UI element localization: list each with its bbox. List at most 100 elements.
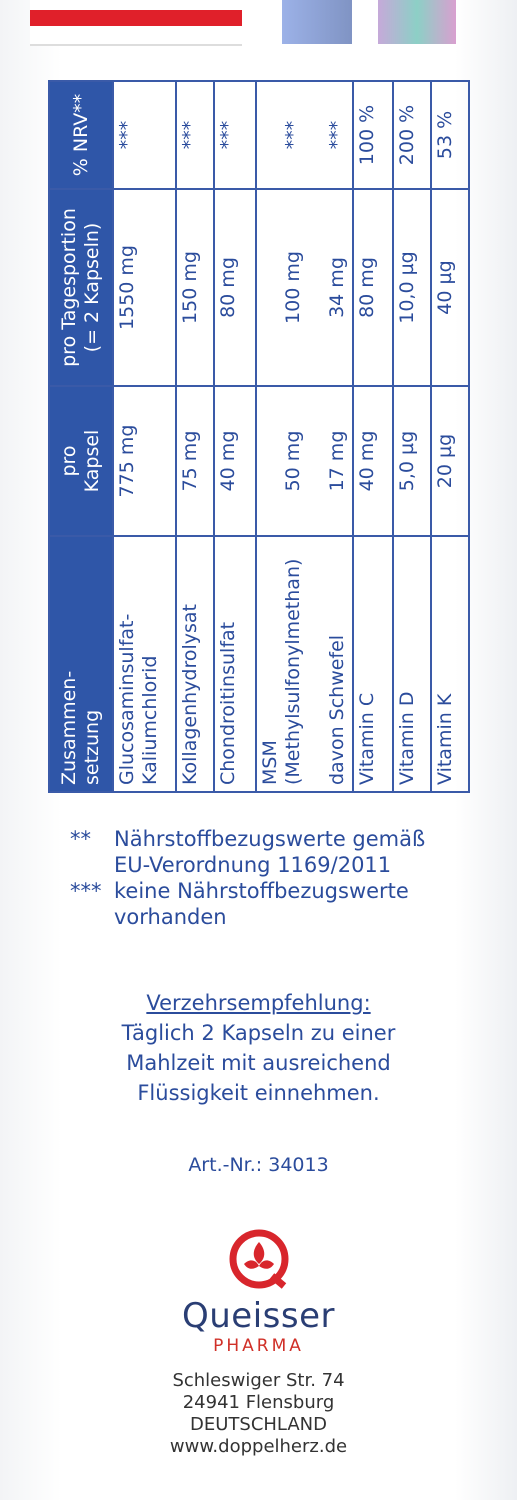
cell-line: 200 %: [396, 104, 418, 166]
cell-line: Vitamin D: [396, 691, 418, 785]
cell-line: (Methylsulfonylmethan): [282, 558, 304, 785]
cell-line: 100 mg: [282, 251, 304, 324]
table-cell: 53 %: [431, 81, 469, 189]
address-line: DEUTSCHLAND: [189, 1414, 327, 1435]
cell-line: 40 µg: [434, 260, 456, 315]
cell-line: 40 mg: [217, 430, 239, 492]
cell-line: Chondroitinsulfat: [217, 621, 239, 785]
cell-line: Glucosaminsulfat-: [116, 613, 138, 785]
recommendation: Verzehrsempfehlung: Täglich 2 Kapseln zu …: [0, 988, 517, 1108]
product-decor: [30, 0, 242, 46]
table-cell: ***: [176, 81, 214, 189]
cell-line: ***: [326, 120, 348, 150]
cell-line: setzung: [81, 709, 103, 785]
cell-line: Vitamin C: [356, 692, 378, 785]
table-cell: 5,0 µg: [393, 386, 431, 536]
address: Schleswiger Str. 74 24941 Flensburg DEUTSC…: [0, 1370, 517, 1458]
table-cell: 100 mg: [256, 189, 324, 386]
table-cell: 20 µg: [431, 386, 469, 536]
header-cell: Zusammen-setzung: [49, 536, 113, 792]
table-cell: 775 mg: [113, 386, 176, 536]
cell-line: 34 mg: [326, 257, 348, 318]
article-number: Art.-Nr.: 34013: [188, 1154, 329, 1176]
table-cell: 50 mg: [256, 386, 324, 536]
table-cell: 75 mg: [176, 386, 214, 536]
table-row: Vitamin C 40 mg 80 mg 100 %: [353, 81, 393, 792]
table-cell: 40 mg: [214, 386, 256, 536]
footnote-mark: ***: [70, 879, 102, 903]
cell-line: MSM: [259, 740, 281, 785]
table-cell: 34 mg: [324, 189, 353, 386]
brand-sub: PHARMA: [213, 1336, 304, 1356]
footnote-text: keine Nährstoffbezugswerte vorhanden: [114, 878, 409, 930]
cell-line: 80 mg: [217, 257, 239, 318]
cell-line: davon Schwefel: [326, 634, 348, 785]
cell-line: 80 mg: [356, 257, 378, 318]
header-cell: pro Tagesportion (= 2 Kapseln): [49, 189, 113, 386]
cell-line: [259, 88, 282, 182]
footnotes: ** Nährstoffbezugswerte gemäß EU-Verordnun…: [70, 826, 425, 930]
table-cell: davon Schwefel: [324, 536, 353, 792]
nutrition-table: Zusammen-setzung pro Kapsel pro Tagesportio…: [48, 80, 470, 793]
cell-line: 17 mg: [326, 430, 348, 492]
cell-line: 75 mg: [179, 430, 201, 492]
header-cell: pro Kapsel: [49, 386, 113, 536]
table-row: MSM (Methylsulfonylmethan) 50 mg 100 mg *…: [256, 81, 324, 792]
cell-line: 5,0 µg: [396, 430, 418, 492]
product-decor: [378, 0, 456, 44]
cell-line: (= 2 Kapseln): [81, 222, 103, 353]
table-cell: ***: [256, 81, 324, 189]
cell-line: 1550 mg: [116, 245, 138, 330]
table-row: Vitamin D 5,0 µg 10,0 µg 200 %: [393, 81, 431, 792]
table-row: Kollagenhydrolysat 75 mg 150 mg ***: [176, 81, 214, 792]
recommendation-title: Verzehrsempfehlung:: [146, 991, 371, 1015]
cell-line: ***: [179, 120, 201, 150]
cell-line: Kapsel: [81, 429, 103, 493]
cell-line: ***: [282, 120, 304, 150]
footnote: *** keine Nährstoffbezugswerte vorhanden: [70, 878, 425, 930]
cell-line: [259, 393, 282, 529]
recommendation-line: Täglich 2 Kapseln zu einer: [121, 1021, 396, 1045]
cell-line: 53 %: [434, 110, 456, 160]
brand-name: Queisser: [182, 1296, 335, 1336]
cell-line: 775 mg: [116, 424, 138, 498]
table-cell: Vitamin D: [393, 536, 431, 792]
nutrition-table-rotated: Zusammen-setzung pro Kapsel pro Tagesportio…: [48, 80, 470, 793]
address-line: www.doppelherz.de: [169, 1436, 348, 1457]
address-line: Schleswiger Str. 74: [172, 1370, 345, 1391]
table-cell: 150 mg: [176, 189, 214, 386]
header-cell: % NRV**: [49, 81, 113, 189]
recommendation-line: Mahlzeit mit ausreichend: [126, 1051, 391, 1075]
table-row: davon Schwefel 17 mg 34 mg ***: [324, 81, 353, 792]
table-cell: ***: [214, 81, 256, 189]
cell-line: pro: [58, 445, 80, 477]
table-cell: 40 mg: [353, 386, 393, 536]
table-cell: ***: [324, 81, 353, 189]
table-cell: Vitamin K: [431, 536, 469, 792]
table-cell: 200 %: [393, 81, 431, 189]
brand-logo: [229, 1229, 289, 1289]
cell-line: 20 µg: [434, 433, 456, 489]
cell-line: 150 mg: [179, 251, 201, 324]
cell-line: Zusammen-: [58, 670, 80, 785]
footnote-line: vorhanden: [114, 905, 227, 929]
cell-line: 10,0 µg: [396, 251, 418, 324]
footnote: ** Nährstoffbezugswerte gemäß EU-Verordnun…: [70, 826, 425, 878]
header-row: Zusammen-setzung pro Kapsel pro Tagesportio…: [49, 81, 113, 792]
footnote-text: Nährstoffbezugswerte gemäß EU-Verordnung …: [114, 826, 425, 878]
table-cell: 17 mg: [324, 386, 353, 536]
footnote-line: EU-Verordnung 1169/2011: [114, 853, 392, 877]
cell-line: Kaliumchlorid: [139, 655, 161, 785]
table-cell: Kollagenhydrolysat: [176, 536, 214, 792]
product-decor: [282, 0, 352, 44]
footnote-mark: **: [70, 827, 91, 851]
table-row: Glucosaminsulfat- Kaliumchlorid 775 mg 1550…: [113, 81, 176, 792]
table-cell: 100 %: [353, 81, 393, 189]
table-cell: 10,0 µg: [393, 189, 431, 386]
table-cell: 40 µg: [431, 189, 469, 386]
cell-line: ***: [217, 120, 239, 150]
table-cell: 80 mg: [214, 189, 256, 386]
table-cell: Glucosaminsulfat- Kaliumchlorid: [113, 536, 176, 792]
cell-line: 100 %: [356, 104, 378, 166]
